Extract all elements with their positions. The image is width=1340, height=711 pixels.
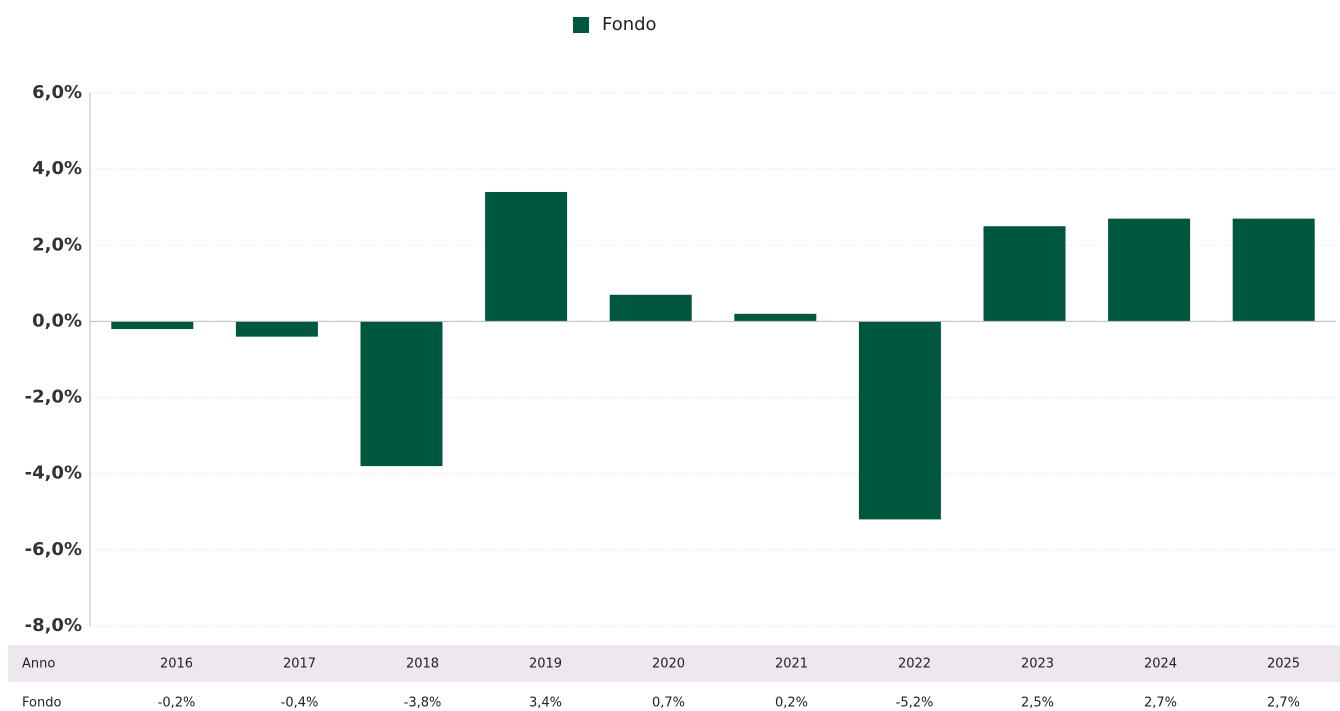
table-value: -5,2% <box>896 696 934 711</box>
table-value: 0,2% <box>775 696 808 711</box>
bar <box>858 321 941 520</box>
bar <box>983 226 1066 322</box>
y-tick-label: 6,0% <box>32 82 82 103</box>
table-value: -3,8% <box>404 696 442 711</box>
table-category: 2025 <box>1267 657 1300 672</box>
bar <box>485 191 568 322</box>
bar <box>111 321 194 330</box>
table-value: 3,4% <box>529 696 562 711</box>
bar <box>734 313 817 322</box>
table-row-label: Fondo <box>22 696 61 711</box>
legend-label: Fondo <box>602 14 657 35</box>
y-tick-label: -4,0% <box>25 463 82 484</box>
table-value: -0,4% <box>281 696 319 711</box>
y-tick-label: 0,0% <box>32 310 82 331</box>
y-tick-label: -8,0% <box>25 615 82 636</box>
table-category: 2022 <box>898 657 931 672</box>
table-category: 2021 <box>775 657 808 672</box>
table-category: 2023 <box>1021 657 1054 672</box>
table-category: 2017 <box>283 657 316 672</box>
y-tick-label: 2,0% <box>32 234 82 255</box>
table-value: 2,5% <box>1021 696 1054 711</box>
table-value: 2,7% <box>1267 696 1300 711</box>
bar <box>360 321 443 467</box>
legend-swatch <box>573 17 589 33</box>
y-tick-label: 4,0% <box>32 158 82 179</box>
bar <box>1232 218 1315 322</box>
y-tick-label: -6,0% <box>25 539 82 560</box>
table-value: 0,7% <box>652 696 685 711</box>
bar <box>1108 218 1191 322</box>
y-tick-label: -2,0% <box>25 387 82 408</box>
table-header-label: Anno <box>22 657 55 672</box>
table-category: 2020 <box>652 657 685 672</box>
bar <box>235 321 318 337</box>
table-category: 2019 <box>529 657 562 672</box>
bar <box>609 294 692 322</box>
table-category: 2018 <box>406 657 439 672</box>
table-category: 2024 <box>1144 657 1177 672</box>
table-value: -0,2% <box>158 696 196 711</box>
table-header-band <box>8 645 1340 682</box>
table-category: 2016 <box>160 657 193 672</box>
table-value: 2,7% <box>1144 696 1177 711</box>
